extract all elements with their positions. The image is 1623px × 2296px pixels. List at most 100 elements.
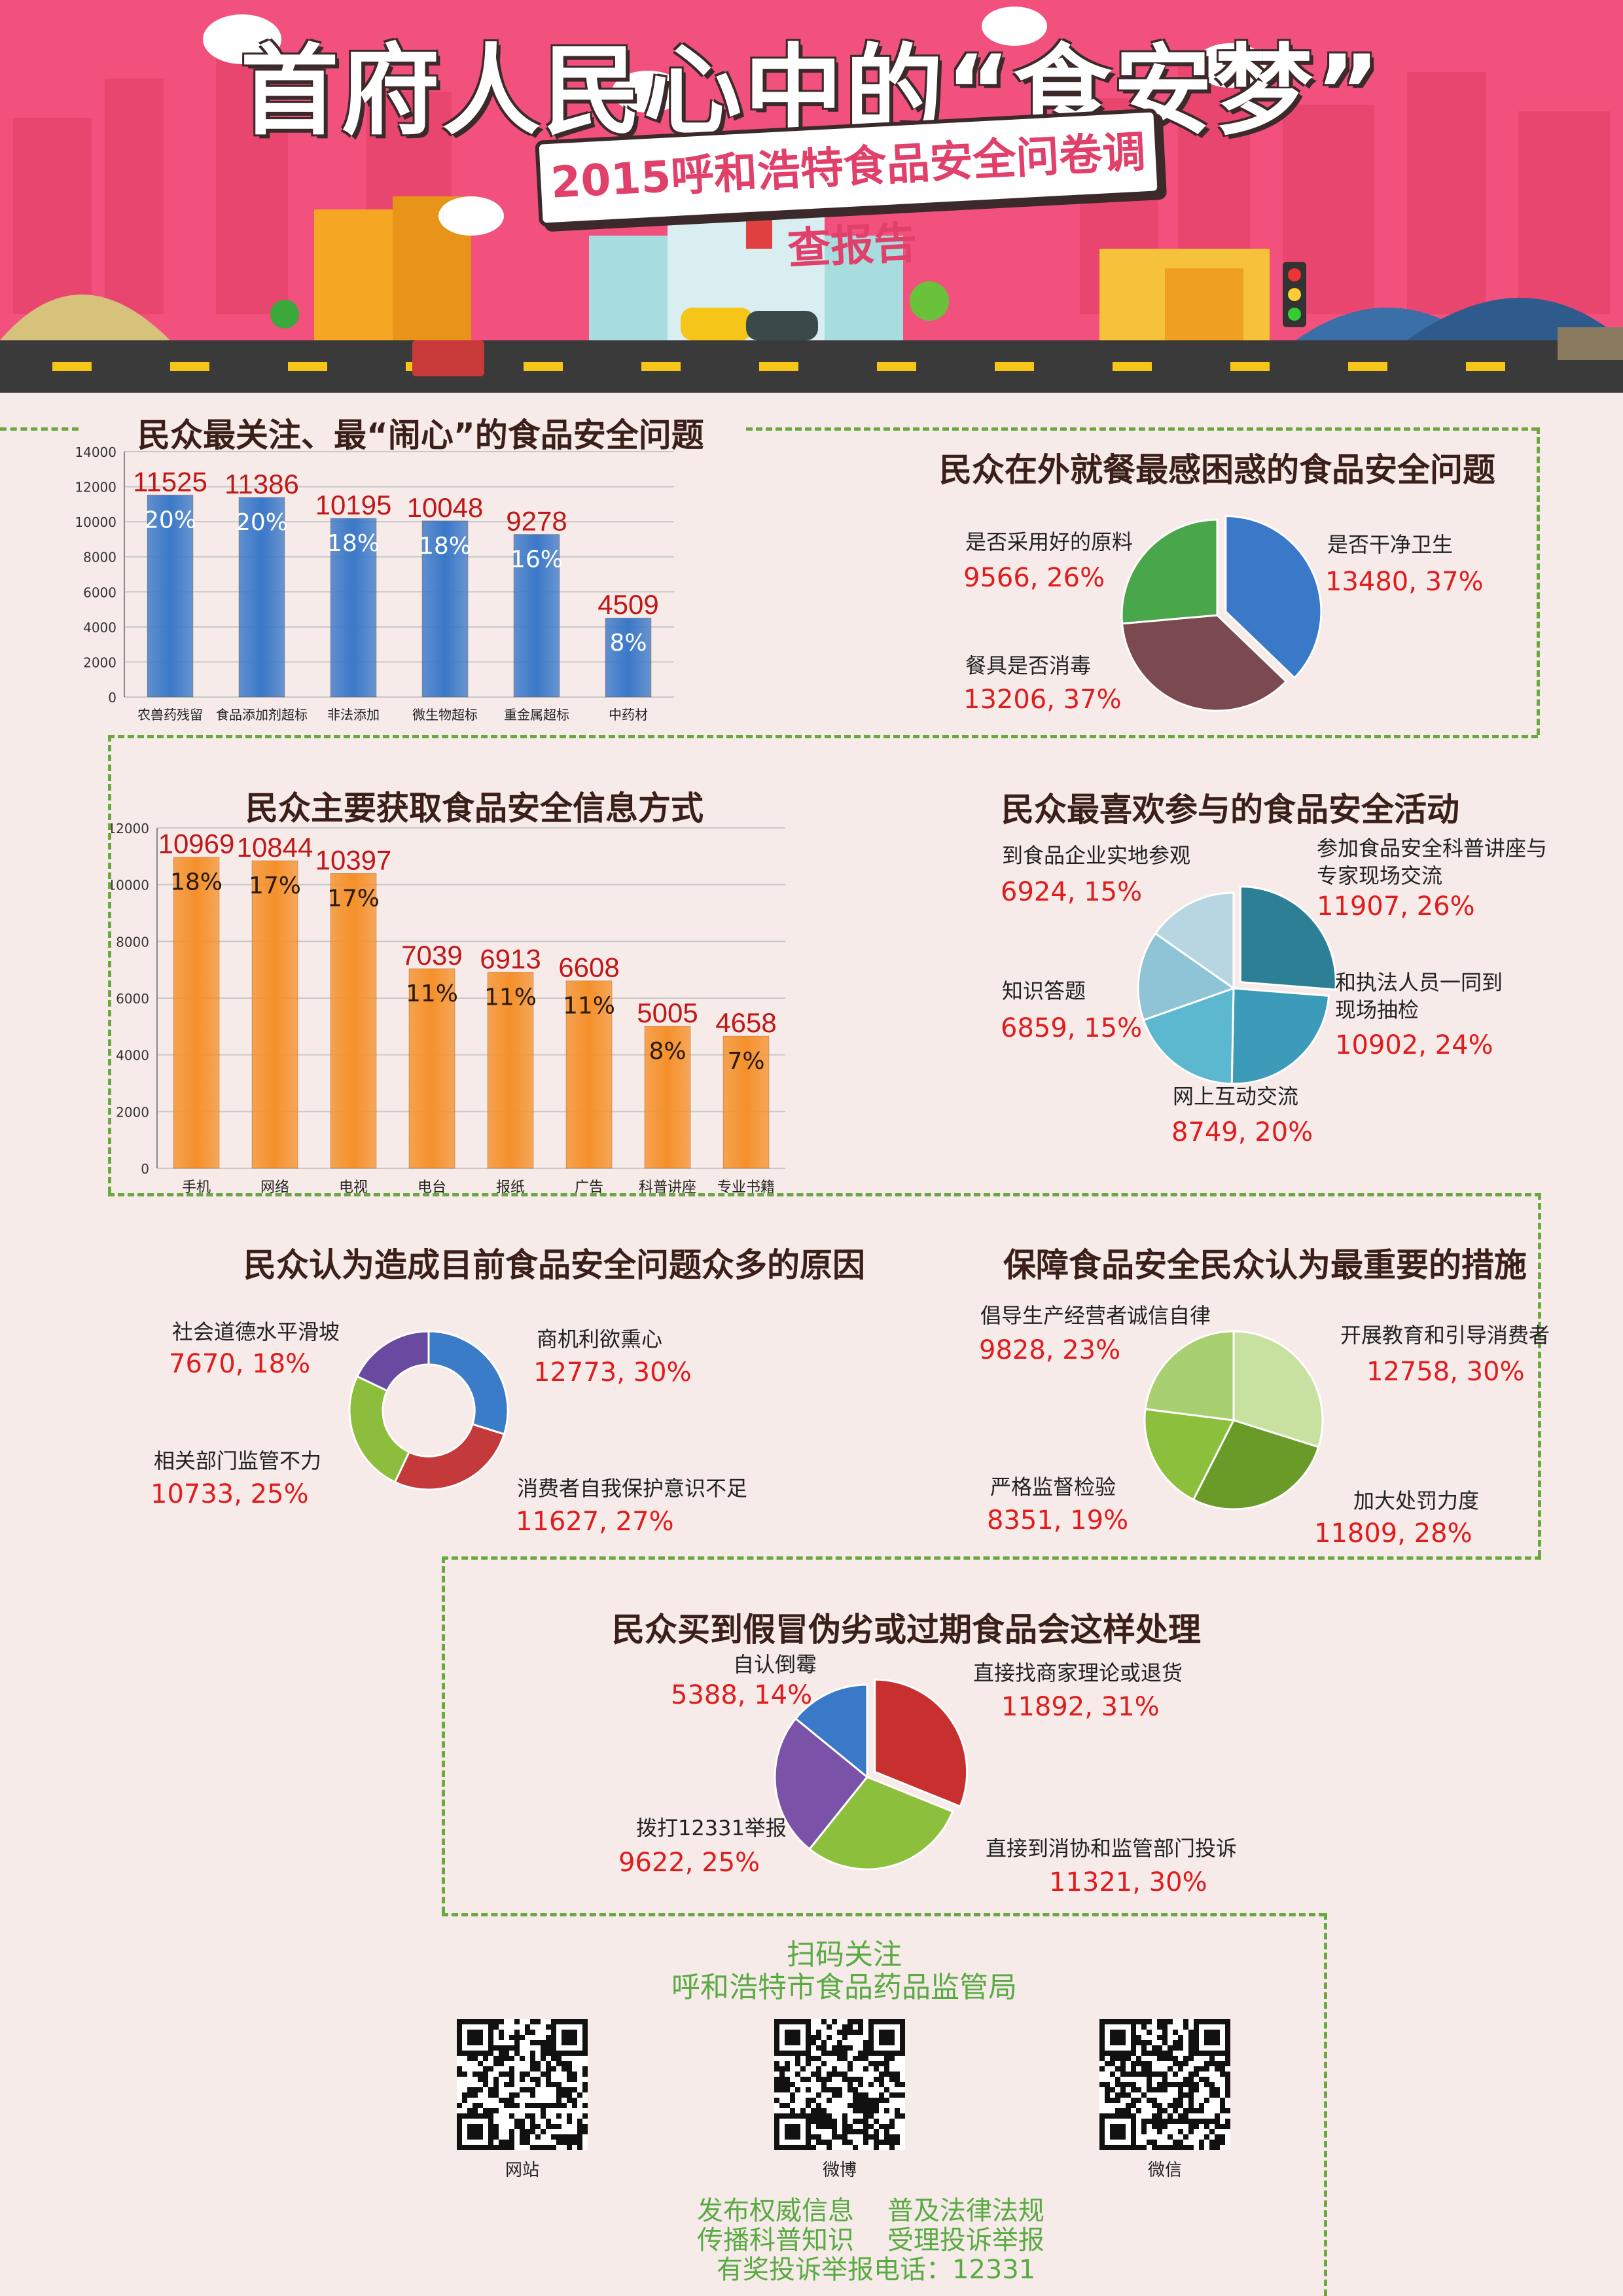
- qr-module: [795, 2056, 800, 2061]
- qr-module: [806, 2098, 811, 2103]
- qr-module: [821, 2119, 827, 2124]
- qr-module: [577, 2092, 582, 2098]
- qr-module: [1126, 2092, 1131, 2098]
- qr-module: [1157, 2108, 1162, 2113]
- qr-module: [535, 2077, 541, 2082]
- qr-module: [874, 2145, 879, 2150]
- qr-module: [816, 2056, 821, 2061]
- qr-module: [1157, 2045, 1162, 2051]
- qr-module: [774, 2098, 779, 2103]
- qr-module: [1178, 2061, 1183, 2066]
- qr-module: [1204, 2134, 1209, 2140]
- qr-module: [847, 2140, 853, 2145]
- qr-module: [785, 2066, 790, 2072]
- bar-value-label: 10397: [315, 844, 392, 875]
- slice-是否干净卫生: [1224, 515, 1322, 679]
- qr-module: [504, 2045, 509, 2051]
- qr-module: [504, 2103, 509, 2108]
- qr-module: [1199, 2108, 1204, 2113]
- qr-module: [863, 2103, 868, 2108]
- slice-相关部门监管不力: [348, 1374, 411, 1484]
- y-tick-label: 6000: [116, 991, 149, 1007]
- qr-module: [1183, 2056, 1188, 2061]
- y-tick-label: 0: [108, 690, 116, 706]
- qr-module: [546, 2124, 551, 2129]
- qr-module: [1209, 2119, 1215, 2124]
- qr-module: [816, 2124, 821, 2129]
- qr-module: [1152, 2087, 1157, 2092]
- qr-module: [837, 2040, 842, 2045]
- qr-code-website[interactable]: [457, 2019, 588, 2150]
- qr-code-wechat[interactable]: [1099, 2019, 1230, 2150]
- y-tick-label: 10000: [75, 514, 116, 530]
- qr-module: [1162, 2145, 1168, 2150]
- category-label: 电视: [339, 1179, 368, 1196]
- qr-module: [847, 2066, 853, 2072]
- qr-module: [821, 2124, 827, 2129]
- qr-module: [504, 2082, 509, 2087]
- label-causes-1: 消费者自我保护意识不足: [517, 1476, 748, 1501]
- qr-module: [1225, 2077, 1230, 2082]
- qr-module: [1199, 2140, 1204, 2145]
- qr-module: [467, 2108, 473, 2113]
- page-subtitle: 2015呼和浩特食品安全问卷调查报告: [549, 126, 1147, 274]
- qr-module: [546, 2119, 551, 2124]
- slice-参加食品安全科普讲座与专家现场交流: [1239, 885, 1337, 991]
- qr-module: [1178, 2103, 1183, 2108]
- qr-module: [874, 2119, 879, 2124]
- qr-module: [509, 2045, 514, 2051]
- qr-module: [842, 2051, 847, 2056]
- qr-module: [541, 2113, 546, 2119]
- qr-module: [1220, 2108, 1225, 2113]
- qr-module: [1131, 2072, 1136, 2077]
- qr-module: [530, 2066, 535, 2072]
- label-handling-0: 直接找商家理论或退货: [973, 1660, 1183, 1685]
- y-tick-label: 2000: [83, 655, 116, 670]
- qr-module: [499, 2098, 504, 2103]
- qr-module: [535, 2103, 541, 2108]
- qr-module: [863, 2124, 868, 2129]
- qr-module: [473, 2103, 478, 2108]
- qr-module: [858, 2056, 863, 2061]
- qr-module: [1183, 2145, 1188, 2150]
- qr-module: [868, 2134, 874, 2140]
- qr-module: [582, 2103, 588, 2108]
- qr-module: [530, 2103, 535, 2108]
- value-measures-0: 12758, 30%: [1366, 1357, 1525, 1387]
- qr-module: [1110, 2072, 1115, 2077]
- qr-module: [1183, 2134, 1188, 2140]
- qr-module: [504, 2051, 509, 2056]
- qr-module: [1204, 2061, 1209, 2066]
- qr-code-weibo[interactable]: [774, 2019, 905, 2150]
- qr-module: [562, 2087, 567, 2092]
- qr-module: [1225, 2119, 1230, 2124]
- label-activities-2: 网上互动交流: [1173, 1084, 1299, 1109]
- y-tick-label: 14000: [75, 444, 116, 460]
- y-tick-label: 4000: [83, 620, 116, 636]
- qr-module: [821, 2108, 827, 2113]
- qr-module: [827, 2051, 832, 2056]
- qr-module: [1131, 2066, 1136, 2072]
- qr-module: [530, 2019, 535, 2024]
- qr-module: [790, 2092, 795, 2098]
- qr-module: [806, 2061, 811, 2066]
- qr-module: [816, 2140, 821, 2145]
- qr-module: [562, 2140, 567, 2145]
- qr-module: [551, 2082, 556, 2087]
- qr-module: [473, 2092, 478, 2098]
- slice-自认倒霉: [794, 1683, 868, 1780]
- qr-module: [1157, 2056, 1162, 2061]
- qr-module: [1188, 2056, 1194, 2061]
- qr-module: [1157, 2019, 1162, 2024]
- qr-module: [1147, 2061, 1152, 2066]
- qr-module: [774, 2087, 779, 2092]
- qr-module: [774, 2066, 779, 2072]
- qr-module: [1136, 2098, 1141, 2103]
- qr-module: [1215, 2140, 1220, 2145]
- qr-module: [847, 2077, 853, 2082]
- bar-手机: [173, 857, 220, 1169]
- qr-module: [790, 2082, 795, 2087]
- qr-module: [1147, 2030, 1152, 2035]
- qr-module: [1188, 2108, 1194, 2113]
- bar-percent-label: 11%: [406, 980, 458, 1007]
